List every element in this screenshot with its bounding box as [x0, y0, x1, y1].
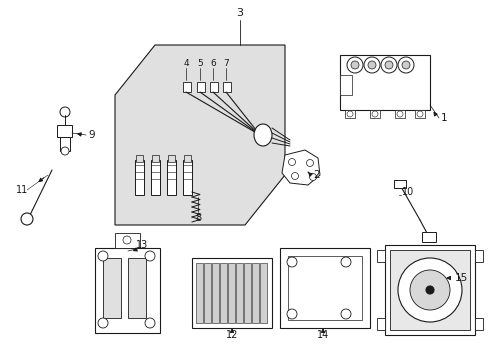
Circle shape [286, 309, 296, 319]
Circle shape [350, 61, 358, 69]
Circle shape [416, 111, 422, 117]
Circle shape [291, 172, 298, 180]
Circle shape [60, 107, 70, 117]
Bar [376, 318, 384, 330]
Bar [244, 263, 250, 323]
Bar [389, 250, 469, 330]
Bar [227, 263, 235, 323]
Circle shape [346, 57, 362, 73]
Bar [128, 258, 146, 318]
Circle shape [397, 258, 461, 322]
Bar [220, 263, 226, 323]
Polygon shape [282, 150, 319, 185]
Text: 1: 1 [440, 113, 447, 123]
Text: 4: 4 [183, 59, 188, 68]
Bar [60, 137, 70, 151]
Bar [151, 160, 160, 195]
Bar [393, 180, 405, 188]
Ellipse shape [253, 124, 271, 146]
Bar [260, 263, 266, 323]
Bar [394, 110, 404, 118]
Circle shape [340, 309, 350, 319]
Circle shape [380, 57, 396, 73]
Bar [339, 55, 429, 110]
Bar [95, 248, 160, 333]
Circle shape [309, 174, 316, 180]
Text: 6: 6 [210, 59, 215, 68]
Circle shape [346, 111, 352, 117]
Bar [251, 263, 259, 323]
Bar [183, 160, 192, 195]
Circle shape [363, 57, 379, 73]
Text: 12: 12 [225, 330, 238, 340]
Bar [280, 248, 369, 328]
Bar [183, 155, 191, 162]
Text: 3: 3 [236, 8, 243, 18]
Text: 8: 8 [195, 213, 201, 223]
Circle shape [61, 147, 69, 155]
Bar [223, 82, 230, 92]
Bar [197, 82, 204, 92]
Text: 14: 14 [316, 330, 328, 340]
Circle shape [371, 111, 377, 117]
Text: 7: 7 [223, 59, 228, 68]
Text: 15: 15 [454, 273, 468, 283]
Circle shape [286, 257, 296, 267]
Circle shape [409, 270, 449, 310]
Circle shape [397, 57, 413, 73]
Bar [183, 82, 191, 92]
Circle shape [123, 236, 131, 244]
Bar [474, 318, 482, 330]
Bar [103, 258, 121, 318]
Text: 5: 5 [197, 59, 203, 68]
Bar [339, 75, 351, 95]
Bar [136, 155, 142, 162]
Bar [369, 110, 379, 118]
Bar [376, 250, 384, 262]
Bar [196, 263, 203, 323]
Circle shape [288, 158, 295, 166]
Circle shape [401, 61, 409, 69]
Bar [384, 245, 474, 335]
Bar [57, 125, 72, 137]
Text: 9: 9 [88, 130, 95, 140]
Bar [135, 160, 143, 195]
Circle shape [306, 159, 313, 166]
Bar [152, 155, 159, 162]
Circle shape [21, 213, 33, 225]
Bar [287, 256, 361, 320]
Text: 11: 11 [16, 185, 28, 195]
Circle shape [425, 286, 433, 294]
Circle shape [98, 251, 108, 261]
Circle shape [396, 111, 402, 117]
Circle shape [145, 318, 155, 328]
Circle shape [340, 257, 350, 267]
Bar [345, 110, 354, 118]
Bar [474, 250, 482, 262]
Bar [203, 263, 210, 323]
Circle shape [384, 61, 392, 69]
Circle shape [145, 251, 155, 261]
Bar [414, 110, 424, 118]
Bar [212, 263, 219, 323]
Bar [209, 82, 218, 92]
Text: 2: 2 [312, 170, 319, 180]
Bar [236, 263, 243, 323]
Circle shape [98, 318, 108, 328]
Bar [115, 233, 140, 248]
Text: 13: 13 [136, 240, 148, 250]
Bar [167, 160, 176, 195]
Text: 10: 10 [401, 187, 413, 197]
Bar [421, 232, 435, 242]
Polygon shape [115, 45, 285, 225]
Bar [192, 258, 271, 328]
Circle shape [367, 61, 375, 69]
Bar [168, 155, 175, 162]
